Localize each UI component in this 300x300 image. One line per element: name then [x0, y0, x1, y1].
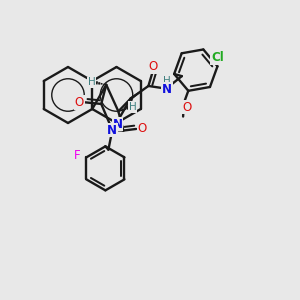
- Text: H: H: [129, 102, 136, 112]
- Text: O: O: [148, 60, 158, 73]
- Polygon shape: [130, 86, 148, 100]
- Text: H: H: [163, 76, 171, 85]
- Text: Cl: Cl: [211, 51, 224, 64]
- Text: N: N: [107, 124, 117, 136]
- Text: O: O: [182, 100, 191, 113]
- Text: N: N: [162, 83, 172, 96]
- Text: O: O: [137, 122, 147, 136]
- Text: N: N: [112, 118, 122, 130]
- Text: H: H: [88, 77, 95, 87]
- Text: O: O: [75, 96, 84, 109]
- Text: F: F: [74, 149, 81, 162]
